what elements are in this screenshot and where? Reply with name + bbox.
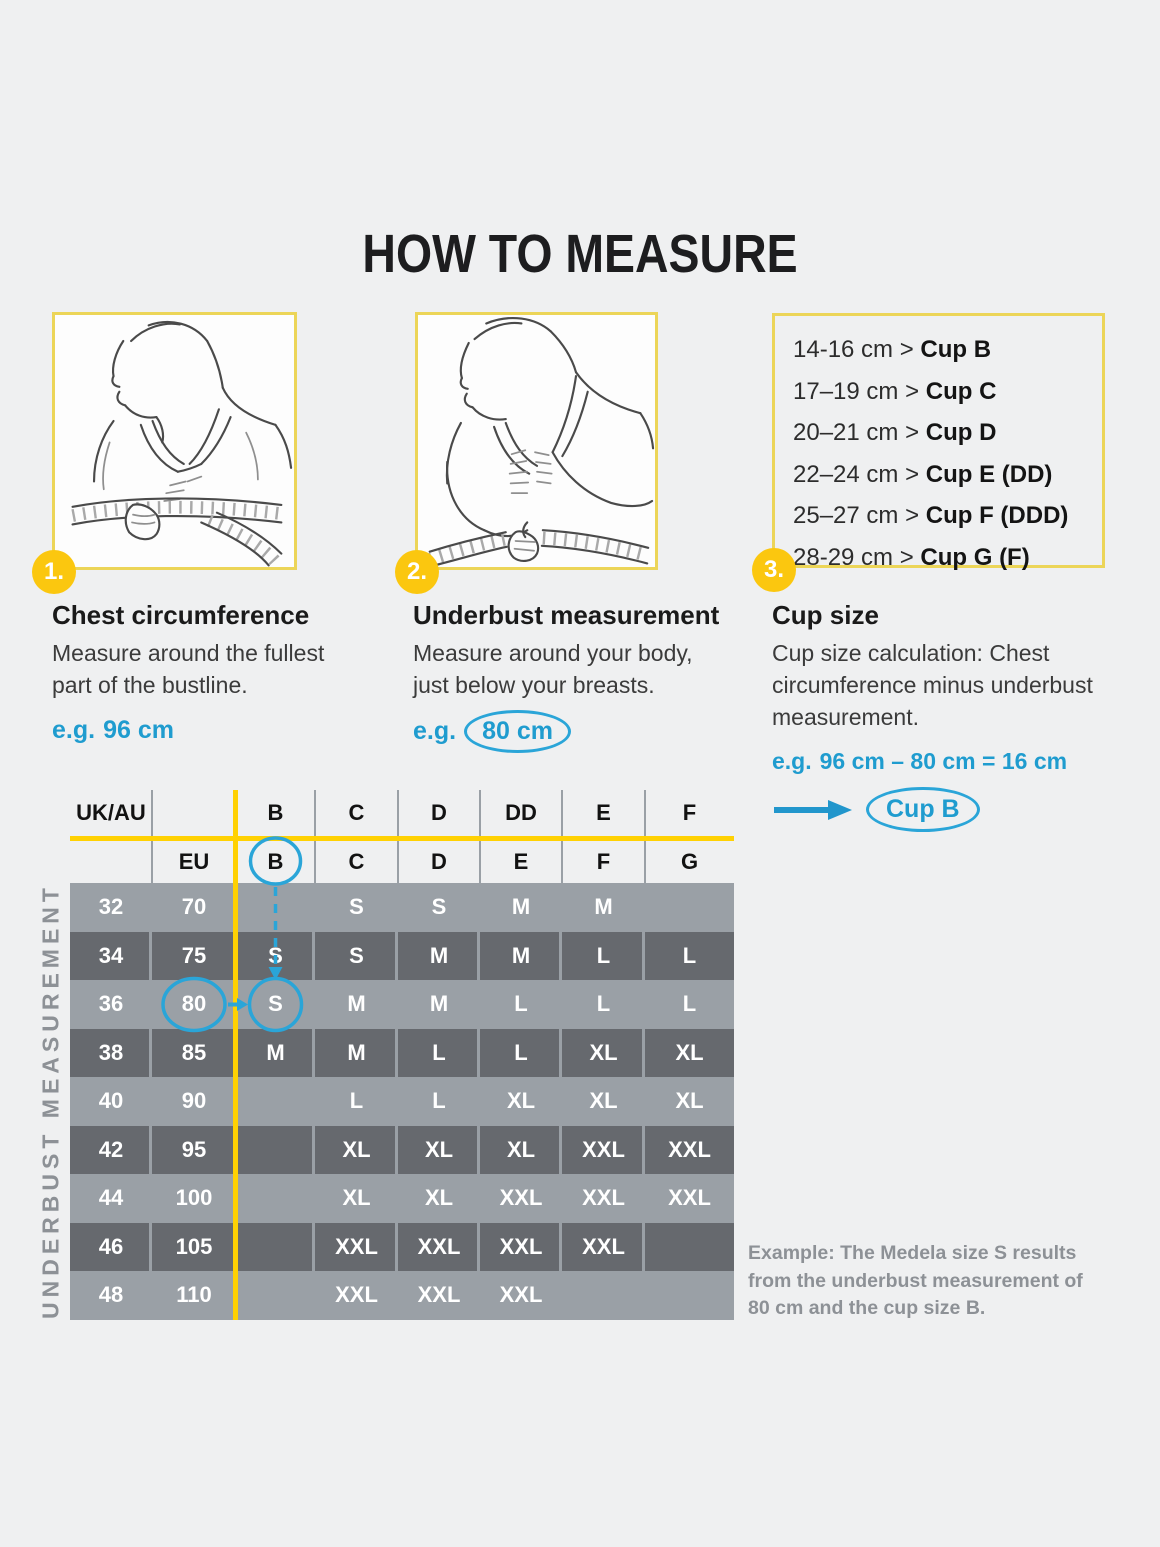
step-3-section: Cup size Cup size calculation: Chest cir… <box>772 600 1117 832</box>
cup-text: Cup C <box>925 377 997 405</box>
measuring-woman-chest-illustration <box>71 321 293 567</box>
cup-text: Cup F (DDD) <box>925 502 1069 529</box>
chest-illustration-box <box>52 312 297 570</box>
step-3-line: circumference minus underbust <box>772 672 1093 698</box>
separator: > <box>905 377 920 405</box>
cup-text: Cup D <box>925 419 997 446</box>
step-2-example: e.g. 80 cm <box>413 710 758 753</box>
separator: > <box>905 460 920 488</box>
eu-cup-col: E <box>513 849 529 874</box>
example-note: Example: The Medela size S results from … <box>748 1240 1083 1323</box>
example-note-line: 80 cm and the cup size B. <box>748 1297 986 1319</box>
step-3-title: Cup size <box>772 600 879 630</box>
cup-range-row: 20–21 cm > Cup D <box>793 412 1102 454</box>
ukau-cup-col: D <box>431 800 447 825</box>
step-1-line: part of the bustline. <box>52 672 248 698</box>
eu-cup-col: F <box>596 849 611 874</box>
highlighted-underbust-value: 80 <box>181 991 207 1017</box>
eg-prefix: e.g. <box>772 748 812 774</box>
step-1-line: Measure around the fullest <box>52 640 325 666</box>
ukau-cup-col: F <box>682 800 697 825</box>
table-row: 32 70 S S M M <box>70 883 734 932</box>
range-text: 17–19 cm <box>793 377 899 405</box>
step-2-line: just below your breasts. <box>413 672 655 698</box>
step-2-section: Underbust measurement Measure around you… <box>413 600 758 753</box>
example-note-line: from the underbust measurement of <box>748 1269 1083 1292</box>
separator: > <box>905 502 920 529</box>
yellow-horizontal-line <box>70 836 734 841</box>
example-note-line: Example: The Medela size S results <box>748 1242 1077 1264</box>
eu-cup-col: D <box>431 849 447 874</box>
range-text: 22–24 cm <box>793 460 899 488</box>
underbust-illustration-box <box>415 312 658 570</box>
step-1-title: Chest circumference <box>52 600 310 630</box>
eg-prefix: e.g. <box>413 717 457 745</box>
cup-range-row: 28-29 cm > Cup G (F) <box>793 537 1102 579</box>
ukau-cup-col: B <box>267 800 284 825</box>
eg-prefix: e.g. <box>52 716 96 744</box>
ukau-label: UK/AU <box>76 800 146 825</box>
ukau-cup-col: DD <box>505 800 537 825</box>
ukau-header-row: UK/AU B C D DD E F <box>70 790 734 836</box>
table-row: 34 75 S S M M L L <box>70 931 734 980</box>
ukau-cup-col: C <box>348 800 365 825</box>
yellow-vertical-line <box>233 790 238 1320</box>
highlighted-size-value: S <box>268 991 283 1017</box>
eu-cup-col: G <box>680 849 699 874</box>
eu-header-row: EU B C D E F G <box>70 841 734 883</box>
range-text: 20–21 cm <box>793 419 899 446</box>
underbust-axis-label: UNDERBUST MEASUREMENT <box>37 883 63 1319</box>
size-table: UK/AU B C D DD E F EU B C D E F G 32 70 <box>70 790 734 1320</box>
ukau-cup-col: E <box>596 800 611 825</box>
step-2-badge: 2. <box>395 550 439 594</box>
step-1-example: e.g. 96 cm <box>52 716 397 745</box>
cup-range-row: 17–19 cm > Cup C <box>793 371 1102 413</box>
step-2-title: Underbust measurement <box>413 600 720 630</box>
cup-range-row: 25–27 cm > Cup F (DDD) <box>793 495 1102 537</box>
table-row: 44 100 XL XL XXL XXL XXL <box>70 1174 734 1223</box>
eg-value: 96 cm – 80 cm = 16 cm <box>819 748 1068 774</box>
table-row: 42 95 XL XL XL XXL XXL <box>70 1125 734 1174</box>
separator: > <box>899 336 914 363</box>
table-row: 38 85 M M L L XL XL <box>70 1028 734 1077</box>
step-3-badge: 3. <box>752 548 796 592</box>
size-table-body: 32 70 S S M M 34 75 S S M M L L 36 <box>70 883 734 1320</box>
eu-label: EU <box>178 849 210 874</box>
range-text: 28-29 cm <box>793 543 894 571</box>
arrow-right-icon <box>774 799 852 820</box>
circled-value: 80 cm <box>464 710 571 753</box>
page-title: HOW TO MEASURE <box>362 224 798 284</box>
table-row: 40 90 L L XL XL XL <box>70 1077 734 1126</box>
eu-cup-col-highlighted: B <box>267 849 284 874</box>
step-3-line: Cup size calculation: Chest <box>772 640 1050 666</box>
cup-text: Cup B <box>920 336 992 363</box>
cup-text: Cup G (F) <box>920 543 1030 571</box>
cup-text: Cup E (DD) <box>925 460 1053 488</box>
step-1-section: Chest circumference Measure around the f… <box>52 600 397 745</box>
eu-cup-col: C <box>348 849 365 874</box>
step-2-line: Measure around your body, <box>413 640 693 666</box>
separator: > <box>899 543 914 571</box>
eg-value: 96 cm <box>103 716 174 744</box>
range-text: 14-16 cm <box>793 336 894 363</box>
cup-range-row: 14-16 cm > Cup B <box>793 329 1102 371</box>
table-row: 48 110 XXL XXL XXL <box>70 1271 734 1320</box>
cup-range-row: 22–24 cm > Cup E (DD) <box>793 454 1102 496</box>
step-3-example: e.g. 96 cm – 80 cm = 16 cm <box>772 748 1117 775</box>
table-row-highlighted: 36 80 S M M L L L <box>70 980 734 1029</box>
measuring-woman-underbust-illustration <box>427 317 655 567</box>
step-3-line: measurement. <box>772 704 920 730</box>
cup-size-reference-box: 14-16 cm > Cup B 17–19 cm > Cup C 20–21 … <box>772 313 1105 571</box>
separator: > <box>905 419 920 446</box>
step-1-badge: 1. <box>32 550 76 594</box>
table-row: 46 105 XXL XXL XXL XXL <box>70 1222 734 1271</box>
range-text: 25–27 cm <box>793 502 899 529</box>
circled-result: Cup B <box>866 787 980 832</box>
step-3-result: Cup B <box>772 787 1117 832</box>
